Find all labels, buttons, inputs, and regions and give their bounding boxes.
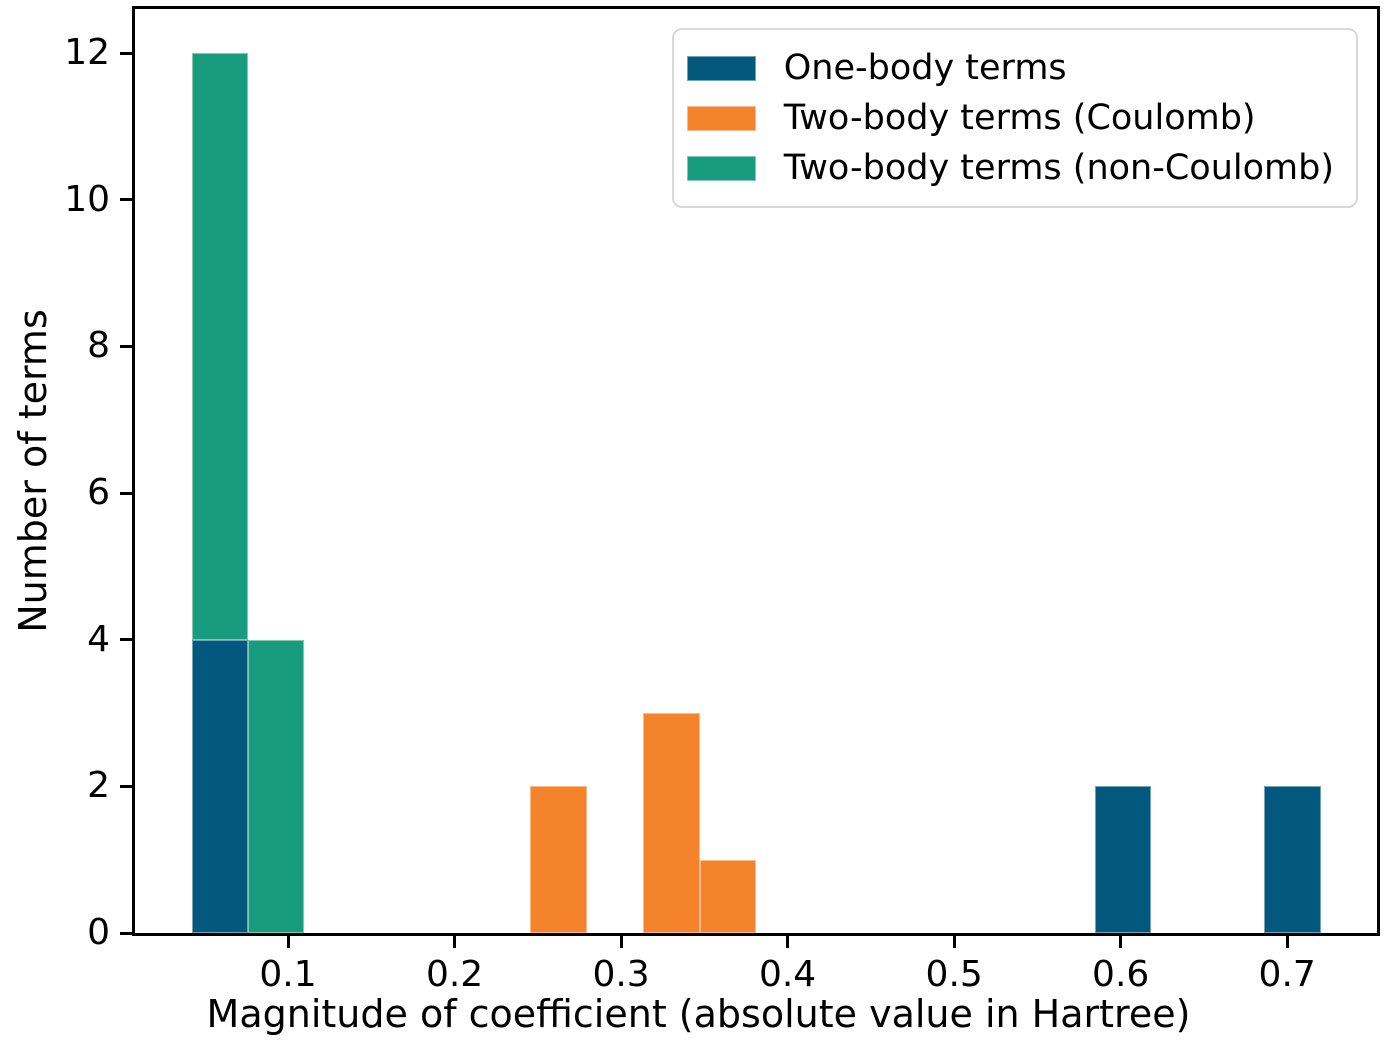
x-tick-mark	[952, 936, 956, 948]
legend-item-two-body-non-coulomb: Two-body terms (non-Coulomb)	[686, 143, 1334, 193]
y-tick-label: 4	[87, 618, 110, 660]
y-tick-label: 0	[87, 912, 110, 953]
histogram-bar	[191, 53, 248, 640]
histogram-bar	[1094, 786, 1152, 933]
histogram-bar	[530, 786, 587, 933]
x-tick-mark	[1119, 936, 1123, 948]
legend-label: Two-body terms (non-Coulomb)	[783, 148, 1334, 188]
legend: One-body terms Two-body terms (Coulomb) …	[671, 28, 1358, 208]
y-tick-mark	[120, 51, 132, 55]
two-body-coulomb-swatch-icon	[686, 105, 756, 131]
histogram-bar	[699, 859, 756, 933]
histogram-bar	[1264, 786, 1321, 933]
x-tick-mark	[286, 936, 290, 948]
histogram-bar	[643, 713, 700, 933]
legend-item-one-body: One-body terms	[686, 43, 1334, 93]
histogram-bar	[191, 639, 248, 933]
legend-item-two-body-coulomb: Two-body terms (Coulomb)	[686, 93, 1334, 143]
y-tick-label: 10	[64, 178, 110, 220]
x-tick-label: 0.4	[758, 954, 817, 995]
x-tick-label: 0.2	[425, 954, 484, 995]
x-tick-label: 0.7	[1258, 954, 1316, 995]
x-axis-label: Magnitude of coefficient (absolute value…	[206, 992, 1191, 1036]
legend-label: One-body terms	[783, 48, 1067, 88]
legend-label: Two-body terms (Coulomb)	[783, 98, 1256, 138]
y-tick-mark	[120, 931, 132, 935]
y-tick-label: 6	[87, 472, 110, 513]
histogram-bar	[247, 639, 305, 933]
x-tick-label: 0.5	[925, 954, 983, 995]
one-body-swatch-icon	[686, 55, 756, 81]
y-tick-mark	[120, 638, 132, 642]
x-tick-label: 0.6	[1092, 954, 1150, 995]
x-tick-mark	[786, 936, 790, 948]
y-tick-mark	[120, 491, 132, 495]
y-tick-label: 12	[64, 32, 110, 73]
y-tick-mark	[120, 198, 132, 202]
y-tick-mark	[120, 784, 132, 788]
two-body-non-coulomb-swatch-icon	[686, 155, 756, 181]
x-tick-mark	[1285, 936, 1289, 948]
x-tick-mark	[453, 936, 457, 948]
y-tick-mark	[120, 344, 132, 348]
y-tick-label: 8	[87, 325, 110, 367]
x-tick-label: 0.3	[592, 954, 650, 995]
y-tick-label: 2	[87, 765, 110, 807]
x-tick-mark	[619, 936, 623, 948]
plot-area: One-body terms Two-body terms (Coulomb) …	[132, 6, 1380, 936]
x-tick-label: 0.1	[259, 954, 317, 995]
